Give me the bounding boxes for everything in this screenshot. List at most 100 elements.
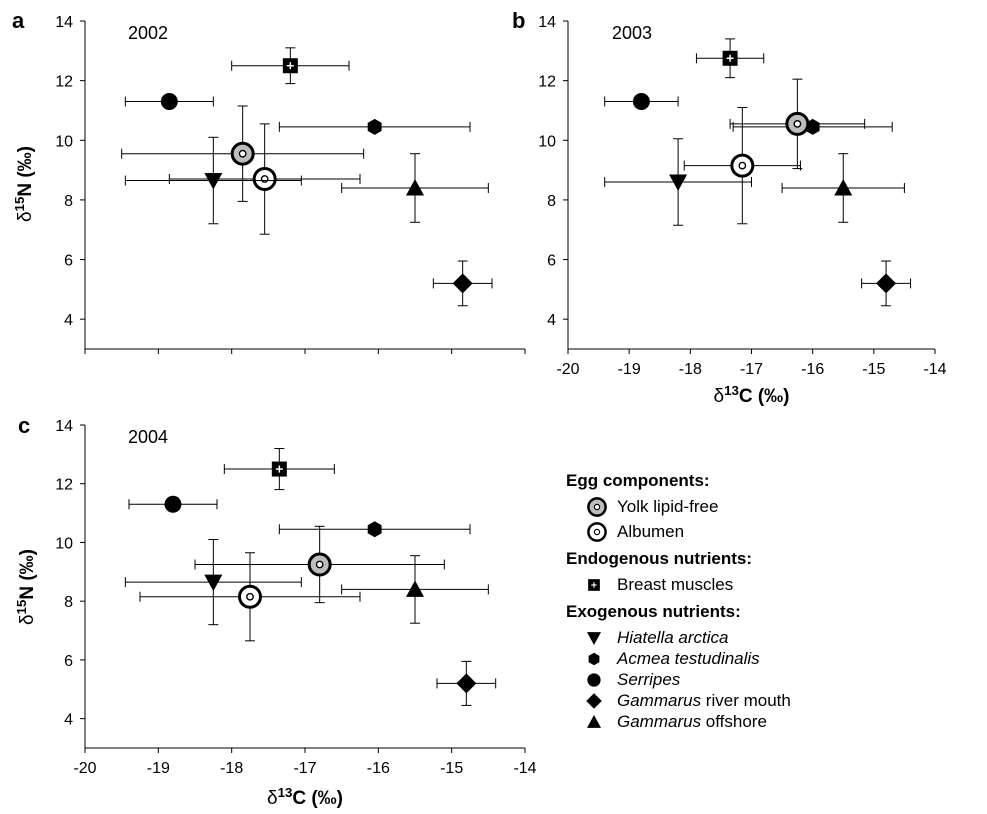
point-hiatella	[124, 136, 302, 225]
point-gamm_river	[436, 660, 497, 706]
marker-yolk	[785, 111, 810, 136]
point-breast	[695, 38, 765, 79]
yolk-center	[593, 503, 601, 511]
legend-item-gamm_river: Gammarus river mouth	[586, 691, 791, 710]
marker-breast	[722, 50, 738, 66]
panel-letter: b	[512, 8, 525, 33]
x-tick-label: -15	[862, 361, 885, 378]
legend-item-breast: Breast muscles	[588, 575, 733, 594]
marker-gamm_off	[406, 580, 424, 597]
up-triangle-icon	[586, 714, 602, 728]
marker-gamm_off	[406, 178, 424, 196]
marker-serripes	[160, 93, 178, 111]
albumen-center	[246, 592, 254, 601]
y-axis-label: δ15N (‰)	[12, 146, 37, 222]
x-tick-label: -19	[618, 361, 641, 378]
marker-gamm_river	[452, 273, 473, 294]
y-tick-label: 10	[55, 535, 73, 552]
x-tick-label: -16	[801, 361, 824, 378]
y-tick-label: 12	[55, 74, 73, 91]
marker-gamm_river	[876, 273, 897, 294]
point-albumen	[168, 123, 361, 235]
albumen-center	[260, 175, 269, 183]
x-axis-label: δ13C (‰)	[713, 383, 789, 408]
y-tick-label: 4	[64, 712, 73, 729]
marker-gamm_river	[456, 673, 477, 694]
point-acmea	[278, 118, 471, 135]
y-tick-label: 12	[55, 477, 73, 494]
albumen-center	[593, 528, 601, 536]
point-albumen	[139, 552, 361, 642]
point-gamm_river	[432, 260, 493, 307]
point-albumen	[683, 106, 801, 225]
square-cross-icon	[588, 579, 600, 591]
legend-item-yolk: Yolk lipid-free	[587, 497, 718, 517]
legend-label: Gammarus river mouth	[617, 691, 791, 710]
point-acmea	[732, 118, 893, 135]
marker-acmea	[367, 521, 382, 538]
point-gamm_river	[861, 260, 912, 307]
x-axis-label: δ13C (‰)	[267, 785, 343, 810]
panel-b: 4 6 8 10 12 14 -20 -19 -18 -17 -16 -15 -14 b 2003 δ13C …	[512, 8, 947, 407]
panel-year: 2002	[128, 23, 168, 43]
legend-item-acmea: Acmea testudinalis	[588, 649, 760, 668]
point-hiatella	[124, 539, 302, 626]
legend-label: Serripes	[617, 670, 681, 689]
x-tick-label: -18	[220, 760, 243, 777]
x-tick-label: -19	[147, 760, 170, 777]
legend-item-albumen: Albumen	[587, 522, 684, 542]
marker-serripes	[164, 495, 182, 513]
y-tick-label: 12	[538, 74, 556, 91]
x-tick-label: -17	[740, 361, 763, 378]
y-tick-label: 6	[547, 253, 556, 270]
legend-label: Hiatella arctica	[617, 628, 729, 647]
marker-gamm_off	[834, 178, 853, 196]
marker-yolk	[230, 141, 255, 166]
x-tick-label: -17	[293, 760, 316, 777]
down-triangle-icon	[586, 632, 602, 646]
point-yolk	[121, 105, 365, 202]
point-breast	[231, 47, 350, 85]
point-serripes	[604, 93, 679, 111]
y-tick-label: 8	[64, 193, 73, 210]
diamond-icon	[586, 693, 602, 709]
panel-year: 2003	[612, 23, 652, 43]
point-gamm_off	[781, 153, 905, 223]
panel-year: 2004	[128, 427, 168, 447]
point-serripes	[128, 495, 218, 513]
marker-acmea	[367, 118, 382, 135]
y-tick-label: 4	[547, 312, 556, 329]
point-gamm_off	[341, 153, 489, 223]
y-tick-label: 14	[538, 14, 556, 31]
y-tick-label: 14	[55, 418, 73, 435]
filled-circle-icon	[587, 673, 601, 687]
marker-albumen	[730, 153, 755, 178]
legend-label: Yolk lipid-free	[617, 497, 718, 516]
white-ring-circle-icon	[587, 522, 607, 542]
marker-albumen	[238, 584, 262, 609]
legend: Egg components: Yolk lipid-free Albumen End…	[566, 471, 791, 731]
marker-breast	[282, 58, 298, 74]
y-tick-label: 4	[64, 312, 73, 329]
legend-item-serripes: Serripes	[587, 670, 681, 689]
marker-albumen	[252, 167, 277, 192]
marker-hiatella	[204, 574, 223, 592]
y-tick-label: 6	[64, 253, 73, 270]
legend-label: Acmea testudinalis	[616, 649, 760, 668]
point-breast	[223, 447, 335, 491]
legend-heading: Endogenous nutrients:	[566, 549, 752, 568]
legend-label: Gammarus offshore	[617, 712, 767, 731]
hexagon-icon	[588, 652, 600, 666]
point-serripes	[124, 93, 214, 111]
y-tick-label: 10	[538, 133, 556, 150]
point-acmea	[278, 521, 471, 538]
panel-c: 4 6 8 10 12 14 -20 -19 -18 -17 -16 -15 -14 c 2004 δ15N …	[14, 413, 537, 809]
legend-item-hiatella: Hiatella arctica	[586, 628, 729, 647]
x-tick-label: -14	[513, 760, 536, 777]
point-gamm_off	[341, 555, 489, 624]
y-tick-label: 8	[64, 594, 73, 611]
y-tick-label: 8	[547, 193, 556, 210]
legend-label: Albumen	[617, 522, 684, 541]
x-tick-label: -14	[923, 361, 946, 378]
yolk-center	[793, 119, 802, 128]
